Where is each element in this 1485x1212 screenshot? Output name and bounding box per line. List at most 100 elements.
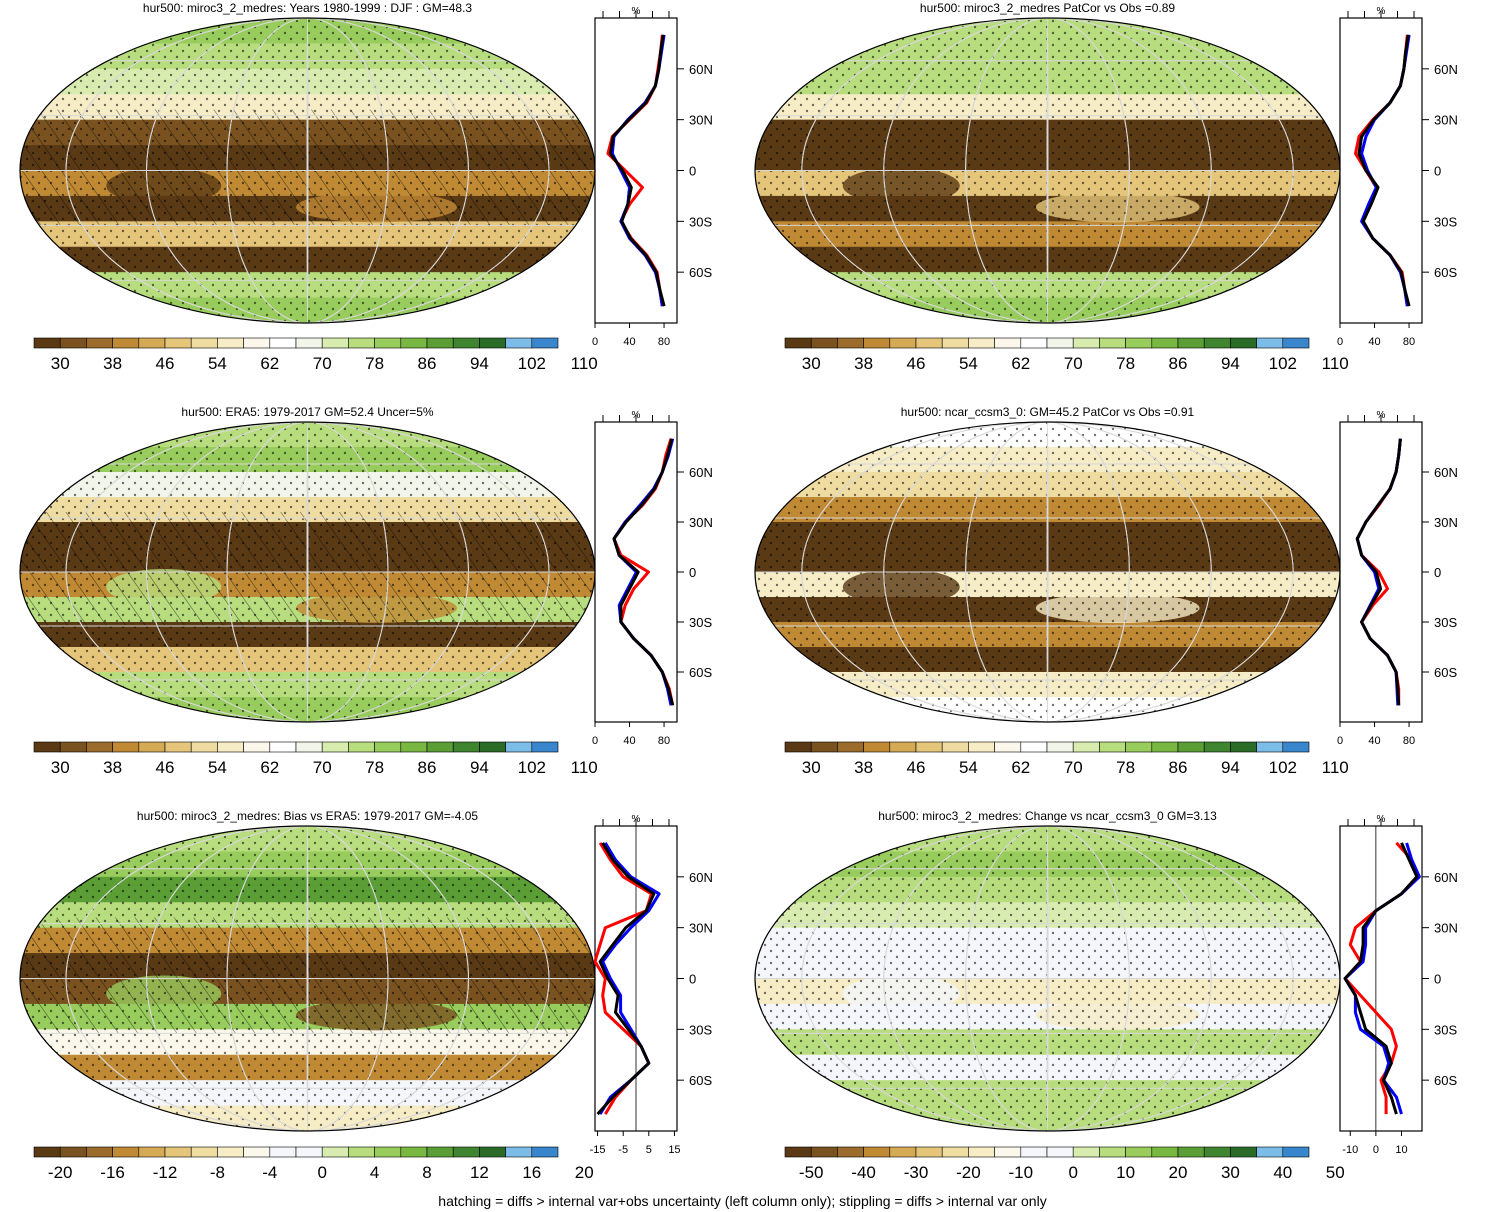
chart-panel-2: hur500: miroc3_2_medres PatCor vs Obs =0… (754, 1, 1458, 373)
colorbar-box (1256, 1146, 1284, 1158)
colorbar-box (374, 337, 402, 349)
colorbar-box (1151, 337, 1179, 349)
colorbar-label: 20 (1169, 1163, 1188, 1182)
colorbar-box (1125, 1146, 1153, 1158)
profile-x-label: 0 (1337, 735, 1343, 747)
colorbar-box (994, 337, 1022, 349)
map (20, 826, 595, 1131)
graticule-meridian (801, 422, 1294, 722)
colorbar-box (1099, 741, 1126, 753)
colorbar-box (1282, 741, 1310, 753)
profile-series-line (612, 438, 675, 706)
profile-y-label: 60S (689, 1073, 712, 1088)
colorbar-box (86, 1146, 113, 1158)
colorbar-box (1099, 337, 1126, 349)
colorbar-box (1203, 337, 1231, 349)
colorbar-label: 86 (418, 758, 437, 777)
colorbar-box (426, 1146, 454, 1158)
graticule-meridian (883, 422, 1212, 722)
graticule-meridian (65, 826, 550, 1131)
profile-y-label: 60S (1434, 265, 1457, 280)
footer-note: hatching = diffs > internal var+obs unce… (438, 1193, 1047, 1209)
colorbar-box (190, 741, 218, 753)
colorbar-label: 30 (51, 354, 70, 373)
colorbar-box (941, 741, 969, 753)
colorbar-box (505, 1146, 533, 1158)
map (20, 422, 595, 722)
colorbar-box (243, 337, 271, 349)
colorbar-label: 40 (1273, 1163, 1292, 1182)
profile-x-label: -5 (618, 1144, 628, 1156)
profile-series-line (1343, 842, 1421, 1115)
profile-x-label: 40 (1368, 735, 1380, 747)
profile-series-line (1343, 842, 1419, 1115)
profile-y-label: 30N (689, 921, 713, 936)
panel-title: hur500: ERA5: 1979-2017 GM=52.4 Uncer=5% (181, 405, 433, 419)
colorbar-label: -50 (799, 1163, 824, 1182)
colorbar-label: 70 (313, 354, 332, 373)
colorbar-label: 102 (518, 354, 546, 373)
graticule-meridian (226, 826, 389, 1131)
colorbar-box (1020, 741, 1048, 753)
colorbar-box (59, 741, 87, 753)
colorbar-box (531, 1146, 559, 1158)
profile-series-line (1354, 34, 1409, 307)
profile-series-line (596, 842, 656, 1116)
graticule-meridian (965, 826, 1130, 1131)
colorbar-box (295, 1146, 323, 1158)
chart-panel-4: hur500: ncar_ccsm3_0: GM=45.2 PatCor vs … (754, 405, 1458, 777)
profile-y-label: 30N (689, 113, 713, 128)
colorbar-box (810, 337, 838, 349)
colorbar-box (1020, 1146, 1048, 1158)
colorbar-box (915, 337, 943, 349)
colorbar-label: 78 (1116, 354, 1135, 373)
colorbar-label: 62 (1011, 354, 1030, 373)
colorbar-label: 110 (571, 758, 598, 777)
colorbar-box (505, 741, 533, 753)
profile-x-label: 15 (668, 1144, 680, 1156)
colorbar-box (479, 1146, 506, 1158)
colorbar-label: -12 (153, 1163, 178, 1182)
colorbar-label: 94 (470, 354, 489, 373)
colorbar-box (889, 1146, 917, 1158)
colorbar-label: 16 (522, 1163, 541, 1182)
colorbar-box (426, 337, 454, 349)
graticule-meridian (801, 18, 1294, 323)
colorbar-box (33, 741, 61, 753)
colorbar-label: 8 (422, 1163, 431, 1182)
colorbar-box (400, 1146, 428, 1158)
graticule-meridian (883, 18, 1212, 323)
map (755, 826, 1340, 1131)
colorbar-box (86, 337, 113, 349)
colorbar-label: -16 (100, 1163, 125, 1182)
graticule-meridian (965, 18, 1130, 323)
graticule-meridian (306, 826, 309, 1131)
colorbar-label: 4 (370, 1163, 379, 1182)
colorbar-box (784, 337, 812, 349)
colorbar-box (1072, 1146, 1100, 1158)
colorbar-box (1177, 337, 1205, 349)
profile-series-line (1355, 438, 1402, 706)
colorbar-box (941, 1146, 969, 1158)
profile-y-label: 0 (689, 164, 696, 179)
colorbar-box (33, 1146, 61, 1158)
colorbar-label: 38 (854, 354, 873, 373)
colorbar-label: 20 (575, 1163, 594, 1182)
map (20, 18, 595, 323)
colorbar-box (374, 1146, 402, 1158)
colorbar-box (321, 337, 349, 349)
colorbar-label: 94 (470, 758, 489, 777)
profile-y-label: 60N (689, 465, 713, 480)
colorbar-label: 0 (317, 1163, 326, 1182)
colorbar-box (1151, 741, 1179, 753)
profile-y-label: 60N (1434, 62, 1458, 77)
colorbar-box (1282, 1146, 1310, 1158)
colorbar-box (1230, 337, 1257, 349)
colorbar-box (1256, 741, 1284, 753)
colorbar-box (243, 1146, 271, 1158)
colorbar-box (915, 1146, 943, 1158)
colorbar-label: -40 (851, 1163, 876, 1182)
